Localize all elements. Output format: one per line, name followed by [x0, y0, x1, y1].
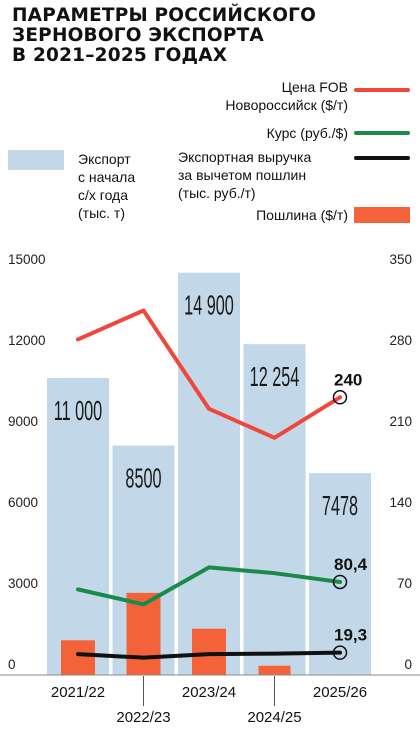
category-label-2022/23: 2022/23 — [116, 709, 170, 726]
fob-end-marker — [332, 390, 348, 405]
export-bar-label-2023/24: 14 900 — [184, 289, 234, 321]
legend-duty-line-1: Пошлина ($/т) — [256, 207, 348, 223]
legend-duty-label: Пошлина ($/т) — [200, 206, 348, 224]
legend-fob-line-2: Новороссийск ($/т) — [225, 97, 348, 113]
export-bar-2025/26 — [309, 473, 371, 675]
legend-revenue-label: Экспортная выручка за вычетом пошлин (ты… — [178, 148, 348, 202]
legend-export-line-2: с начала — [78, 169, 136, 185]
left-axis-tick-9000: 9000 — [8, 414, 38, 429]
legend-export-swatch — [8, 150, 64, 170]
export-bar-2024/25 — [243, 344, 306, 675]
right-axis-tick-210: 210 — [389, 414, 412, 429]
legend-rate-line-1: Курс (руб./$) — [266, 125, 348, 141]
duty-bar-2022/23 — [126, 592, 161, 675]
right-axis-tick-350: 350 — [389, 252, 412, 267]
export-bar-label-2024/25: 12 254 — [250, 360, 300, 392]
legend-duty-swatch — [354, 207, 410, 223]
legend-export-label: Экспорт с начала с/х года (тыс. т) — [78, 150, 178, 222]
end-label-0: 240 — [334, 370, 362, 389]
right-axis-tick-0: 0 — [404, 657, 412, 672]
legend-revenue-line-2: за вычетом пошлин — [178, 167, 307, 183]
legend-export-line-1: Экспорт — [78, 151, 131, 167]
category-label-2023/24: 2023/24 — [182, 684, 236, 701]
rate-end-marker — [332, 574, 348, 590]
export-bar-label-2022/23: 8500 — [125, 462, 161, 494]
legend-revenue-swatch — [354, 156, 410, 160]
category-label-2025/26: 2025/26 — [313, 684, 367, 701]
duty-bar-2024/25 — [258, 665, 291, 675]
left-axis-tick-6000: 6000 — [8, 495, 38, 510]
right-axis-tick-280: 280 — [389, 333, 412, 348]
legend-rate-swatch — [354, 131, 410, 135]
fob-price-line — [76, 308, 342, 440]
category-label-2024/25: 2024/25 — [247, 709, 301, 726]
legend-revenue-line-1: Экспортная выручка — [178, 149, 312, 165]
legend-export-line-3: с/х года — [78, 187, 129, 203]
legend-export-line-4: (тыс. т) — [78, 205, 125, 221]
title-line-3: В 2021–2025 ГОДАХ — [12, 45, 228, 66]
end-label-1: 80,4 — [334, 555, 368, 574]
title-line-2: ЗЕРНОВОГО ЭКСПОРТА — [12, 25, 264, 46]
export-revenue-line — [76, 650, 342, 660]
left-axis-tick-3000: 3000 — [8, 576, 38, 591]
exchange-rate-line — [76, 565, 342, 607]
chart-title: ПАРАМЕТРЫ РОССИЙСКОГО ЗЕРНОВОГО ЭКСПОРТА… — [12, 6, 412, 66]
export-bar-2021/22 — [47, 378, 109, 675]
end-label-2: 19,3 — [334, 626, 367, 645]
export-bar-label-2021/22: 11 000 — [54, 394, 102, 426]
left-axis-tick-0: 0 — [8, 657, 16, 672]
duty-bar-2023/24 — [192, 628, 226, 675]
duty-bar-2021/22 — [61, 640, 95, 675]
category-label-2021/22: 2021/22 — [51, 684, 105, 701]
right-axis-tick-140: 140 — [389, 495, 412, 510]
left-axis-tick-15000: 15000 — [8, 252, 46, 267]
title-line-1: ПАРАМЕТРЫ РОССИЙСКОГО — [12, 5, 317, 26]
legend-fob-label: Цена FOB Новороссийск ($/т) — [200, 78, 348, 114]
right-axis-tick-70: 70 — [397, 576, 412, 591]
export-bar-2023/24 — [178, 272, 240, 675]
legend-revenue-line-3: (тыс. руб./т) — [178, 185, 256, 201]
export-bar-label-2025/26: 7478 — [322, 489, 358, 521]
legend-fob-line-1: Цена FOB — [281, 79, 348, 95]
legend-fob-swatch — [354, 88, 410, 92]
left-axis-tick-12000: 12000 — [8, 333, 46, 348]
revenue-end-marker — [332, 645, 348, 660]
legend-rate-label: Курс (руб./$) — [200, 124, 348, 142]
